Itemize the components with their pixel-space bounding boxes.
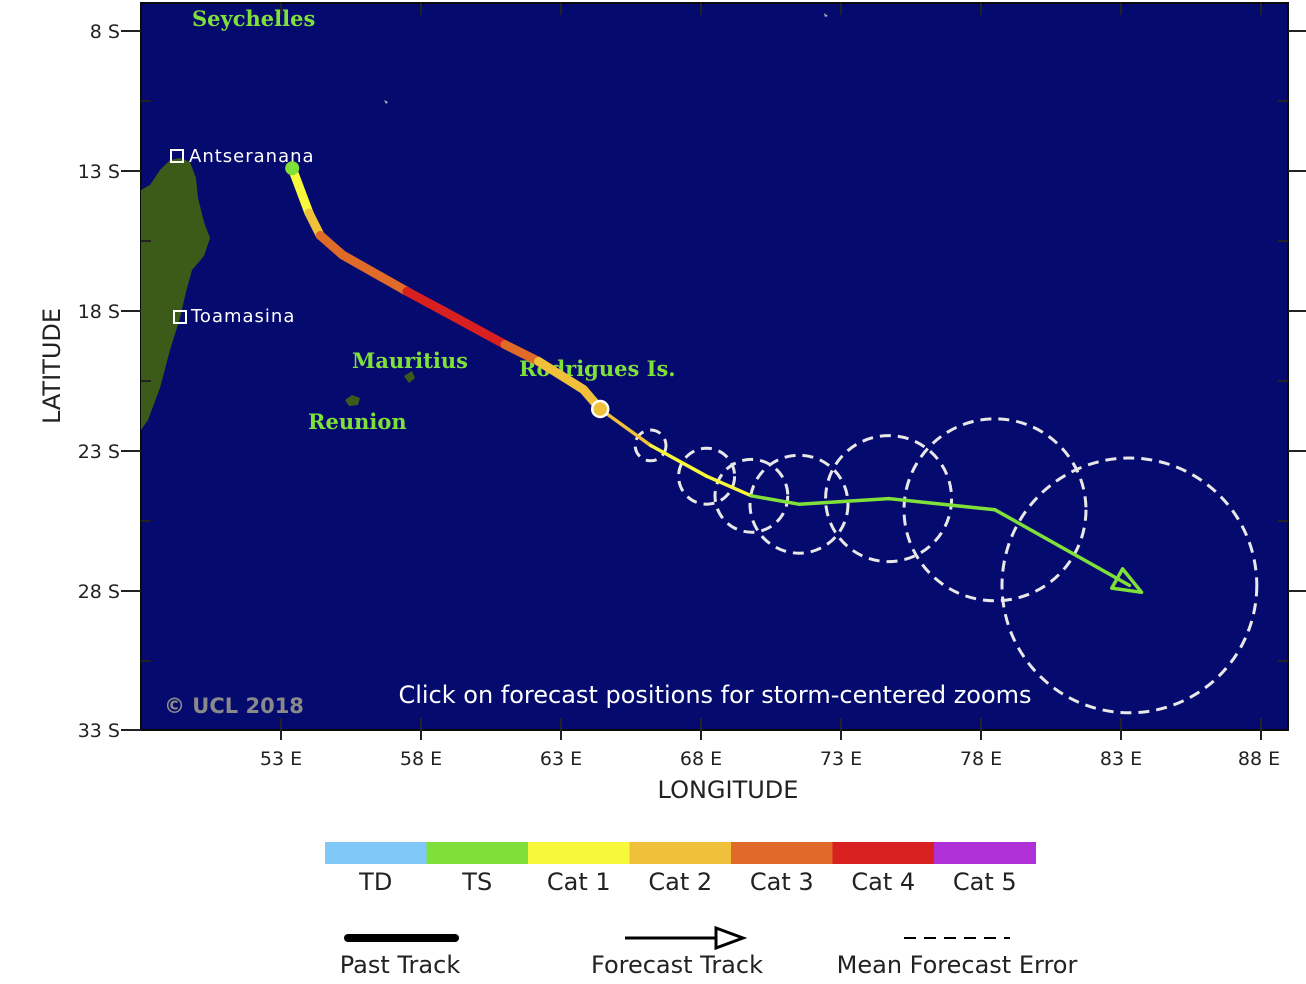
small-islet-2 (824, 13, 828, 17)
past-track-segment (315, 230, 348, 260)
lat-tick-label-13s: 13 S (78, 161, 120, 183)
forecast-position[interactable] (879, 489, 899, 509)
forecast-track-segment (749, 494, 801, 506)
longitude-ticks (280, 3, 1262, 740)
legend-swatch (934, 842, 1036, 864)
city-label-toamasina: Toamasina (190, 306, 295, 327)
city-marker-antseranana (170, 149, 184, 163)
copyright-text: © UCL 2018 (164, 694, 304, 718)
label-seychelles: Seychelles (192, 6, 315, 31)
lon-tick-label-68e: 68 E (680, 748, 722, 770)
forecast-error-circle (902, 417, 1088, 603)
forecast-track-segment (993, 508, 1132, 588)
legend-swatch (325, 842, 427, 864)
forecast-track-segment (797, 496, 891, 506)
legend-swatch (731, 842, 833, 864)
legend-category-label: Cat 4 (851, 868, 915, 896)
legend-swatch (629, 842, 732, 864)
legend-category-label: Cat 5 (953, 868, 1017, 896)
label-mauritius: Mauritius (352, 348, 468, 373)
past-track-segment (534, 356, 588, 394)
forecast-error-circle (748, 453, 850, 555)
label-reunion: Reunion (308, 409, 407, 434)
lat-tick-label-8s: 8 S (90, 21, 120, 43)
category-legend: TD TS Cat 1 Cat 2 Cat 3 Cat 4 Cat 5 (325, 842, 1036, 896)
map-ocean[interactable] (140, 2, 1289, 731)
forecast-arrow-icon[interactable] (1110, 567, 1144, 595)
legend-swatch (528, 842, 630, 864)
forecast-error-circle (824, 434, 954, 564)
forecast-track-segment (704, 474, 754, 498)
forecast-position[interactable] (741, 486, 761, 506)
forecast-position[interactable] (641, 435, 661, 455)
current-position-marker[interactable] (590, 399, 610, 419)
past-track-segment (500, 340, 544, 366)
lat-tick-label-33s: 33 S (78, 720, 120, 742)
legend-category-label: TS (461, 868, 492, 896)
lon-tick-label-83e: 83 E (1100, 748, 1142, 770)
lon-tick-label-73e: 73 E (820, 748, 862, 770)
lon-tick-label-88e: 88 E (1238, 748, 1280, 770)
latitude-ticks (121, 30, 1306, 731)
forecast-arrow-legend-icon (714, 925, 748, 951)
past-track-segment (438, 306, 510, 350)
lon-tick-label-78e: 78 E (960, 748, 1002, 770)
legend-category-label: Cat 2 (648, 868, 712, 896)
lon-tick-label-63e: 63 E (540, 748, 582, 770)
legend-category-label: Cat 3 (750, 868, 814, 896)
lon-tick-label-53e: 53 E (260, 748, 302, 770)
forecast-track (590, 399, 1144, 595)
lat-tick-label-23s: 23 S (78, 441, 120, 463)
past-track-segment (338, 250, 412, 296)
y-axis-title: LATITUDE (38, 308, 66, 424)
lat-tick-label-18s: 18 S (78, 301, 120, 323)
mean-error-legend-label: Mean Forecast Error (837, 951, 1078, 979)
reunion-island (345, 395, 360, 406)
past-track-segment (287, 163, 314, 218)
forecast-track-segment (886, 496, 997, 512)
past-track-segment (402, 286, 448, 316)
forecast-track-segment (598, 407, 653, 448)
lat-tick-label-28s: 28 S (78, 581, 120, 603)
city-label-antseranana: Antseranana (189, 146, 315, 167)
lon-tick-label-58e: 58 E (400, 748, 442, 770)
storm-genesis-marker (285, 161, 300, 176)
legend-category-label: Cat 1 (547, 868, 611, 896)
legend-swatch (426, 842, 529, 864)
forecast-position[interactable] (789, 494, 809, 514)
forecast-track-legend-label: Forecast Track (591, 951, 763, 979)
forecast-error-circle (677, 446, 737, 506)
legend-swatch (832, 842, 935, 864)
small-islet-1 (384, 100, 388, 104)
forecast-error-circles (633, 417, 1259, 715)
madagascar-landmass (141, 158, 210, 430)
city-marker-toamasina (173, 310, 187, 324)
past-track-legend-label: Past Track (340, 951, 461, 979)
forecast-error-circle (713, 457, 790, 534)
forecast-track-segment (648, 443, 709, 478)
mauritius-island (404, 371, 415, 383)
x-axis-title: LONGITUDE (658, 776, 799, 804)
click-instruction-text: Click on forecast positions for storm-ce… (398, 681, 1031, 709)
forecast-position[interactable] (985, 500, 1005, 520)
forecast-error-circle (1000, 456, 1259, 715)
forecast-error-circle (633, 428, 668, 463)
legend-category-label: TD (358, 868, 392, 896)
forecast-position[interactable] (697, 466, 717, 486)
